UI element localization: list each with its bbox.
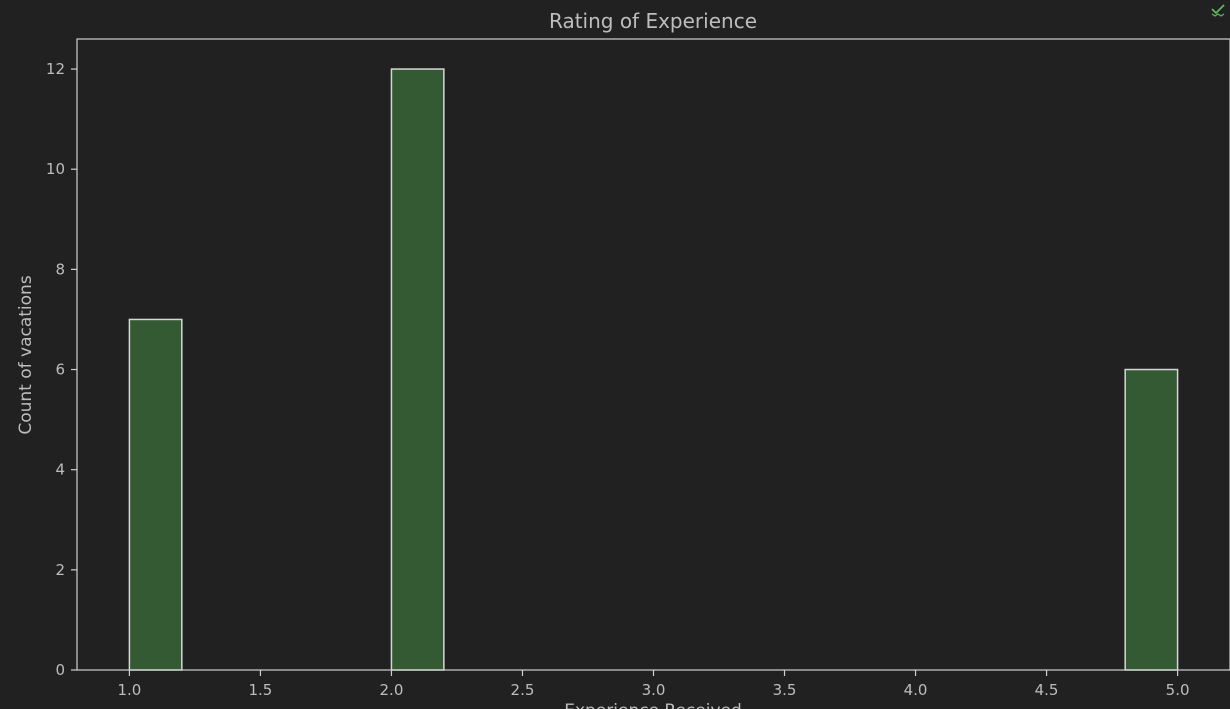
y-tick-label-2: 4 — [55, 461, 65, 479]
y-tick-label-4: 8 — [55, 260, 65, 278]
plot-frame — [76, 38, 1230, 671]
bars-group — [128, 68, 1179, 671]
y-tick-label-6: 12 — [46, 60, 65, 78]
x-axis-label: Experience Received — [564, 701, 742, 709]
y-tick-label-5: 10 — [46, 160, 65, 178]
x-tick-label-0: 1.0 — [117, 681, 141, 699]
x-tick-label-6: 4.0 — [904, 681, 928, 699]
y-tick-label-0: 0 — [55, 661, 65, 679]
x-tick-label-1: 1.5 — [249, 681, 273, 699]
check-icon — [1211, 4, 1225, 17]
x-tick-label-5: 3.5 — [773, 681, 797, 699]
x-tick-label-8: 5.0 — [1166, 681, 1190, 699]
y-tick-label-3: 6 — [55, 361, 65, 379]
x-tick-label-3: 2.5 — [511, 681, 535, 699]
bar-0 — [128, 318, 183, 671]
y-tick-label-1: 2 — [55, 561, 65, 579]
x-tick-label-2: 2.0 — [380, 681, 404, 699]
x-tick-label-7: 4.5 — [1035, 681, 1059, 699]
bar-2 — [1124, 368, 1179, 671]
x-tick-label-4: 3.0 — [642, 681, 666, 699]
chart-title: Rating of Experience — [549, 9, 757, 33]
y-axis-label: Count of vacations — [16, 275, 36, 434]
y-ticks-group: 0 2 4 6 8 10 12 — [46, 60, 77, 679]
bar-1 — [390, 68, 445, 671]
axes-group — [76, 38, 1230, 671]
x-ticks-group: 1.0 1.5 2.0 2.5 3.0 3.5 4.0 4.5 5.0 — [117, 670, 1190, 699]
